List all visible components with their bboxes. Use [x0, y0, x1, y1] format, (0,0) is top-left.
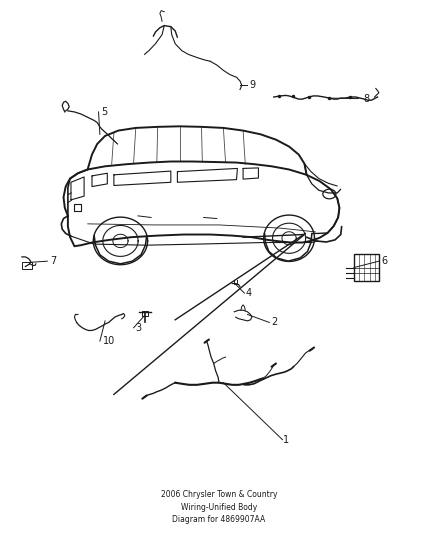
- Text: 4: 4: [245, 288, 251, 298]
- Text: 10: 10: [103, 336, 115, 346]
- Bar: [142, 311, 148, 316]
- Text: 5: 5: [101, 107, 107, 117]
- Text: 2: 2: [272, 318, 278, 327]
- Bar: [354, 254, 379, 281]
- Text: 6: 6: [381, 256, 387, 266]
- Text: 7: 7: [50, 256, 57, 266]
- Text: 3: 3: [136, 323, 142, 333]
- Text: 1: 1: [283, 435, 289, 445]
- Text: 8: 8: [364, 94, 370, 103]
- Bar: [22, 262, 32, 269]
- Text: 2006 Chrysler Town & Country
Wiring-Unified Body
Diagram for 4869907AA: 2006 Chrysler Town & Country Wiring-Unif…: [161, 490, 277, 524]
- Text: 9: 9: [250, 80, 256, 90]
